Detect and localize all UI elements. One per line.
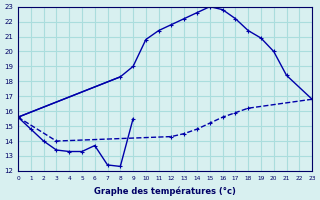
X-axis label: Graphe des températures (°c): Graphe des températures (°c) [94,186,236,196]
